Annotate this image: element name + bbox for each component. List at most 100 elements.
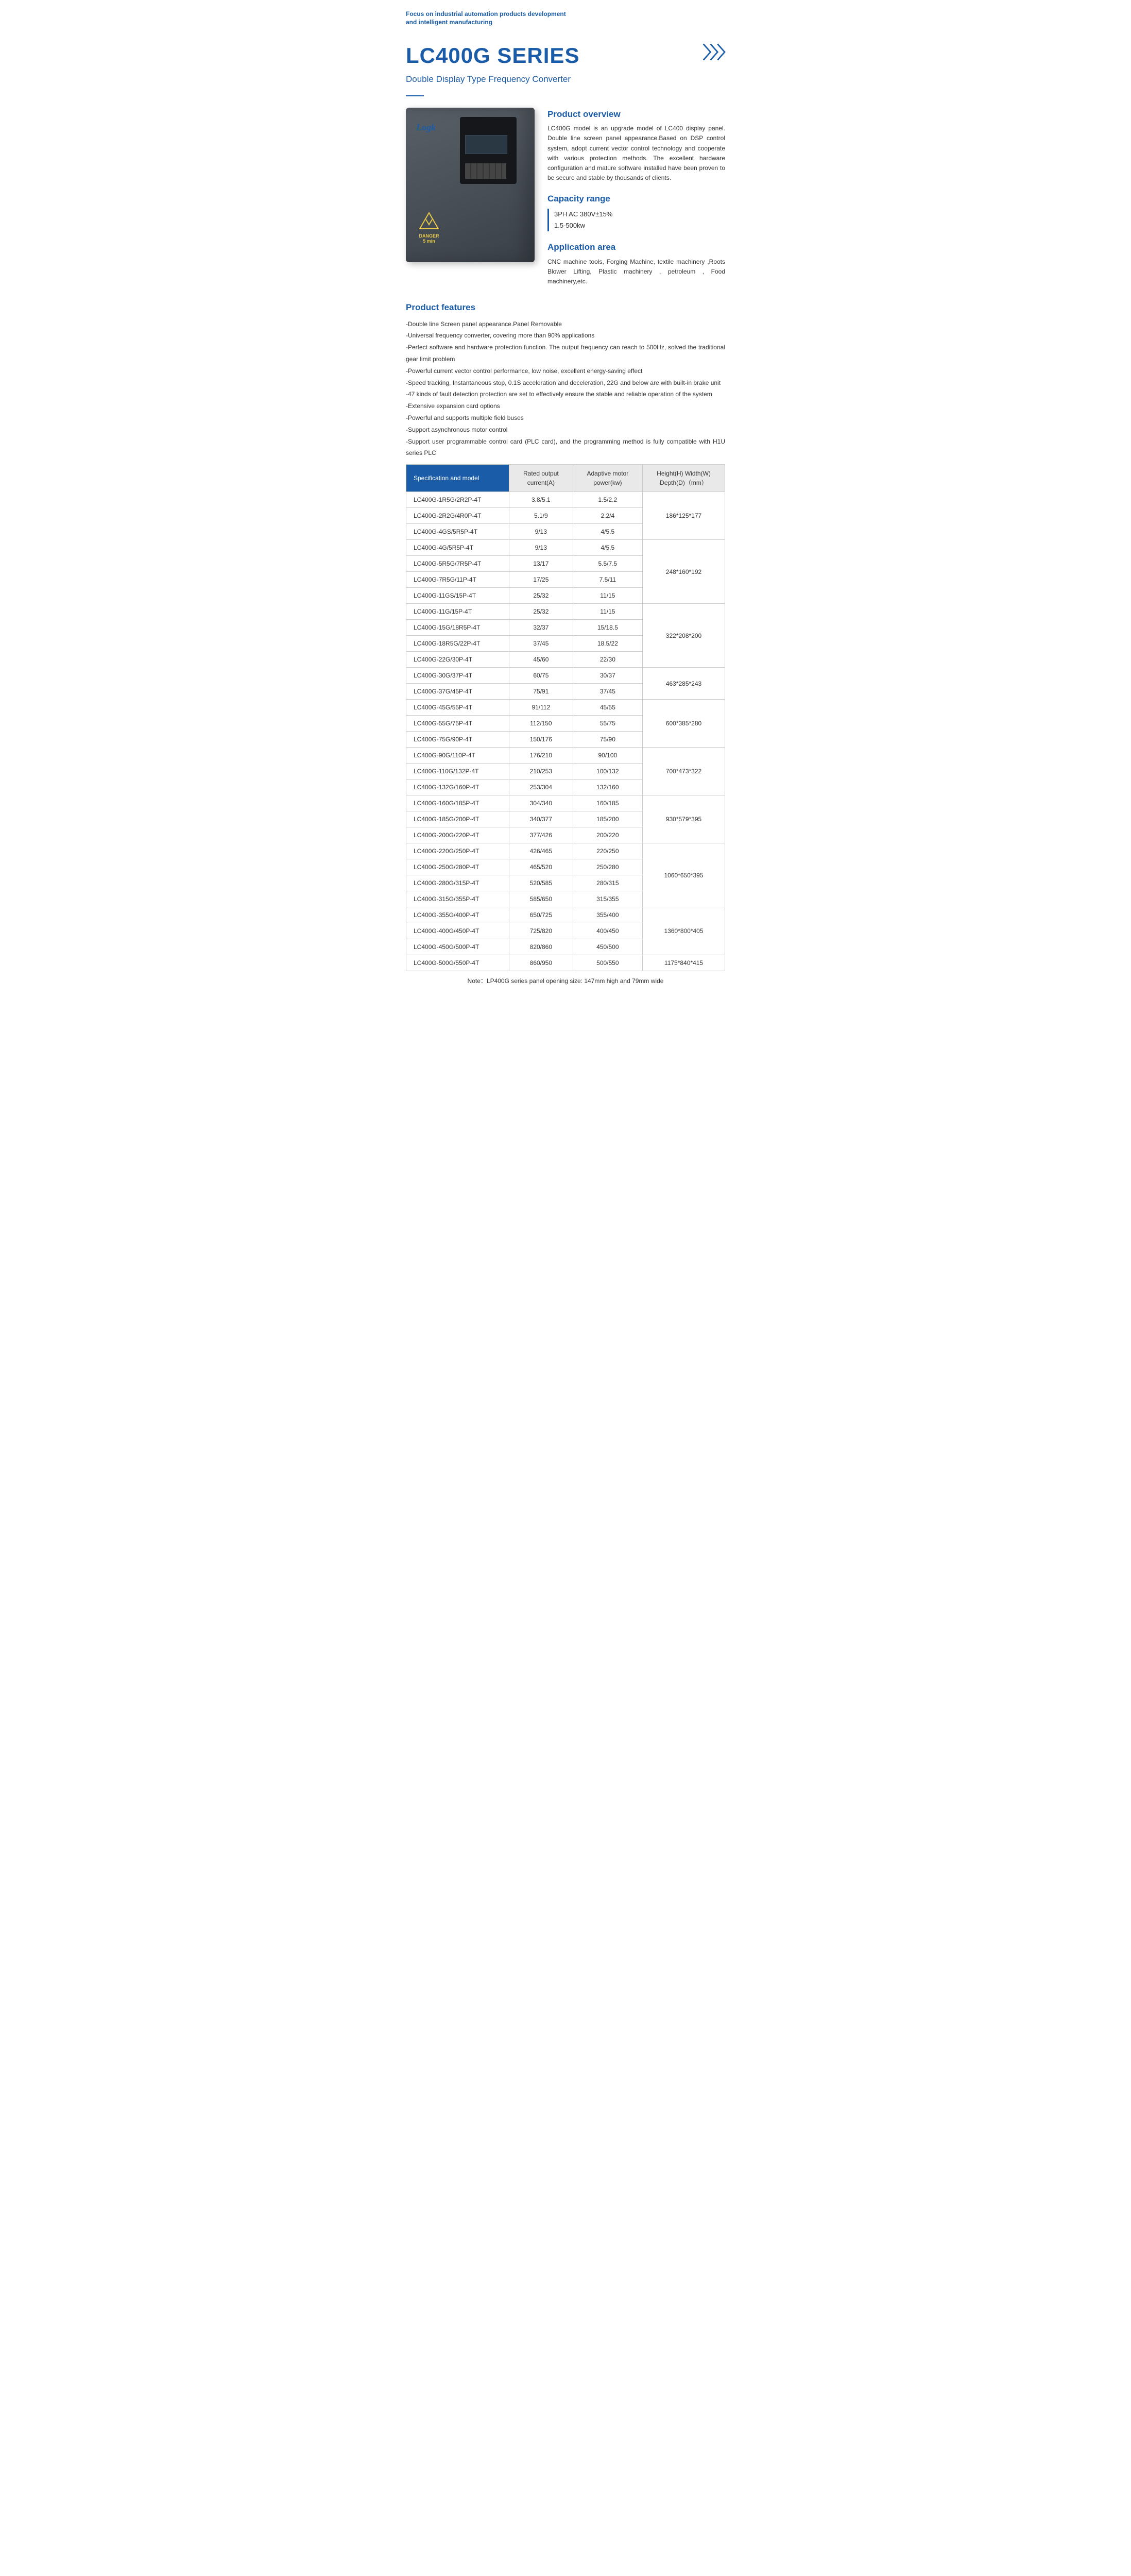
cell-model: LC400G-55G/75P-4T	[406, 716, 509, 732]
cell-dimensions: 463*285*243	[643, 668, 725, 700]
cell-model: LC400G-4G/5R5P-4T	[406, 540, 509, 556]
cell-power: 315/355	[573, 891, 642, 907]
cell-current: 253/304	[509, 779, 573, 795]
chevron-decoration-icon	[702, 42, 730, 65]
table-row: LC400G-220G/250P-4T426/465220/2501060*65…	[406, 843, 725, 859]
table-row: LC400G-4G/5R5P-4T9/134/5.5248*160*192	[406, 540, 725, 556]
cell-current: 17/25	[509, 572, 573, 588]
spec-header-row: Specification and model Rated output cur…	[406, 465, 725, 492]
cell-current: 176/210	[509, 748, 573, 764]
features-heading: Product features	[406, 301, 725, 314]
cell-power: 400/450	[573, 923, 642, 939]
cell-current: 9/13	[509, 524, 573, 540]
feature-item: -Double line Screen panel appearance.Pan…	[406, 318, 725, 330]
application-section: Application area CNC machine tools, Forg…	[547, 241, 725, 286]
cell-current: 75/91	[509, 684, 573, 700]
cell-model: LC400G-280G/315P-4T	[406, 875, 509, 891]
cell-current: 150/176	[509, 732, 573, 748]
cell-model: LC400G-15G/18R5P-4T	[406, 620, 509, 636]
overview-body: LC400G model is an upgrade model of LC40…	[547, 124, 725, 183]
table-row: LC400G-30G/37P-4T60/7530/37463*285*243	[406, 668, 725, 684]
cell-dimensions: 186*125*177	[643, 492, 725, 540]
capacity-line2: 1.5-500kw	[554, 220, 725, 231]
overview-heading: Product overview	[547, 108, 725, 121]
cell-current: 725/820	[509, 923, 573, 939]
cell-current: 13/17	[509, 556, 573, 572]
feature-item: -Perfect software and hardware protectio…	[406, 342, 725, 365]
product-logo: Logk	[416, 121, 436, 134]
cell-model: LC400G-4GS/5R5P-4T	[406, 524, 509, 540]
cell-current: 60/75	[509, 668, 573, 684]
cell-power: 160/185	[573, 795, 642, 811]
cell-model: LC400G-2R2G/4R0P-4T	[406, 508, 509, 524]
feature-item: -Speed tracking, Instantaneous stop, 0.1…	[406, 377, 725, 389]
feature-item: -Extensive expansion card options	[406, 400, 725, 412]
feature-item: -47 kinds of fault detection protection …	[406, 388, 725, 400]
cell-model: LC400G-400G/450P-4T	[406, 923, 509, 939]
table-row: LC400G-1R5G/2R2P-4T3.8/5.11.5/2.2186*125…	[406, 492, 725, 508]
divider	[406, 95, 424, 96]
cell-current: 650/725	[509, 907, 573, 923]
cell-power: 11/15	[573, 588, 642, 604]
cell-power: 4/5.5	[573, 524, 642, 540]
application-body: CNC machine tools, Forging Machine, text…	[547, 257, 725, 287]
cell-power: 250/280	[573, 859, 642, 875]
cell-power: 4/5.5	[573, 540, 642, 556]
cell-model: LC400G-200G/220P-4T	[406, 827, 509, 843]
cell-current: 820/860	[509, 939, 573, 955]
cell-power: 1.5/2.2	[573, 492, 642, 508]
col-dimensions: Height(H) Width(W) Depth(D)（mm）	[643, 465, 725, 492]
cell-power: 5.5/7.5	[573, 556, 642, 572]
table-row: LC400G-11G/15P-4T25/3211/15322*208*200	[406, 604, 725, 620]
tagline-1: Focus on industrial automation products …	[406, 10, 725, 19]
cell-current: 520/585	[509, 875, 573, 891]
product-image: Logk DANGER 5 min	[406, 108, 535, 262]
cell-power: 7.5/11	[573, 572, 642, 588]
table-row: LC400G-160G/185P-4T304/340160/185930*579…	[406, 795, 725, 811]
cell-dimensions: 322*208*200	[643, 604, 725, 668]
spec-table: Specification and model Rated output cur…	[406, 464, 725, 971]
cell-dimensions: 700*473*322	[643, 748, 725, 795]
capacity-line1: 3PH AC 380V±15%	[554, 209, 725, 220]
cell-power: 100/132	[573, 764, 642, 779]
cell-current: 210/253	[509, 764, 573, 779]
cell-power: 22/30	[573, 652, 642, 668]
cell-current: 25/32	[509, 588, 573, 604]
cell-power: 220/250	[573, 843, 642, 859]
cell-model: LC400G-110G/132P-4T	[406, 764, 509, 779]
cell-model: LC400G-250G/280P-4T	[406, 859, 509, 875]
cell-current: 585/650	[509, 891, 573, 907]
cell-current: 9/13	[509, 540, 573, 556]
cell-model: LC400G-45G/55P-4T	[406, 700, 509, 716]
cell-power: 90/100	[573, 748, 642, 764]
cell-current: 91/112	[509, 700, 573, 716]
cell-current: 426/465	[509, 843, 573, 859]
danger-label: DANGER 5 min	[419, 212, 439, 244]
cell-current: 5.1/9	[509, 508, 573, 524]
feature-item: -Support user programmable control card …	[406, 436, 725, 460]
cell-model: LC400G-22G/30P-4T	[406, 652, 509, 668]
cell-model: LC400G-355G/400P-4T	[406, 907, 509, 923]
feature-item: -Powerful and supports multiple field bu…	[406, 412, 725, 424]
cell-model: LC400G-30G/37P-4T	[406, 668, 509, 684]
cell-power: 450/500	[573, 939, 642, 955]
danger-line1: DANGER	[419, 233, 439, 239]
title-block: LC400G SERIES Double Display Type Freque…	[406, 39, 725, 86]
cell-power: 37/45	[573, 684, 642, 700]
cell-power: 11/15	[573, 604, 642, 620]
cell-current: 32/37	[509, 620, 573, 636]
cell-model: LC400G-185G/200P-4T	[406, 811, 509, 827]
cell-current: 112/150	[509, 716, 573, 732]
cell-current: 377/426	[509, 827, 573, 843]
cell-model: LC400G-315G/355P-4T	[406, 891, 509, 907]
cell-dimensions: 930*579*395	[643, 795, 725, 843]
table-row: LC400G-90G/110P-4T176/21090/100700*473*3…	[406, 748, 725, 764]
cell-model: LC400G-450G/500P-4T	[406, 939, 509, 955]
cell-power: 200/220	[573, 827, 642, 843]
cell-model: LC400G-37G/45P-4T	[406, 684, 509, 700]
cell-power: 280/315	[573, 875, 642, 891]
cell-power: 2.2/4	[573, 508, 642, 524]
danger-line2: 5 min	[423, 239, 435, 244]
tagline-2: and intelligent manufacturing	[406, 19, 725, 27]
cell-current: 37/45	[509, 636, 573, 652]
